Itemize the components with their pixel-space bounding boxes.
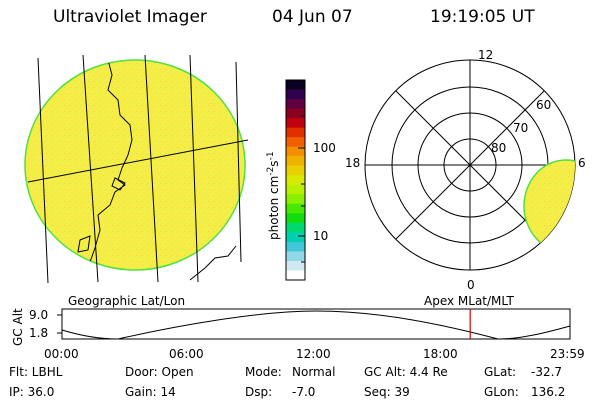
coastline-south	[77, 235, 91, 253]
colorbar-segment	[286, 175, 305, 186]
meridian-line	[144, 54, 159, 283]
mode-label: Mode:	[245, 365, 282, 379]
timeline-xtick-2359: 23:59	[550, 347, 585, 361]
colorbar-segment	[286, 108, 305, 119]
timeline-xtick-1800: 18:00	[423, 347, 458, 361]
filter-status: Flt: LBHL	[9, 365, 63, 379]
colorbar-segment	[286, 165, 305, 176]
colorbar-segment	[286, 118, 305, 129]
coastline-far	[189, 245, 237, 281]
colorbar-segment	[286, 241, 305, 252]
meridian-line	[82, 54, 99, 283]
ip-status: IP: 36.0	[9, 385, 55, 399]
instrument-title: Ultraviolet Imager	[53, 7, 207, 27]
mlt-label-18: 18	[345, 156, 361, 170]
colorbar-segment	[286, 146, 305, 157]
dsp-value: -7.0	[292, 385, 316, 399]
mlt-label-12: 12	[478, 48, 494, 62]
mlt-label-6: 6	[578, 156, 586, 170]
colorbar-segment	[286, 156, 305, 167]
dsp-label: Dsp:	[245, 385, 273, 399]
colorbar-segment	[286, 222, 305, 233]
colorbar-tick-100: 100	[313, 141, 336, 155]
seq-status: Seq: 39	[364, 385, 410, 399]
globe-panel-label: Geographic Lat/Lon	[68, 294, 186, 308]
lat-label-60: 60	[536, 98, 552, 112]
date-label: 04 Jun 07	[272, 7, 353, 27]
polar-panel-label: Apex MLat/MLT	[424, 294, 514, 308]
colorbar-tick-10: 10	[313, 229, 329, 243]
colorbar-segment	[286, 232, 305, 243]
coastline-island	[111, 177, 126, 191]
colorbar-segment	[286, 184, 305, 195]
latitude-line	[27, 139, 249, 183]
colorbar-segment	[286, 89, 305, 100]
colorbar-segment	[286, 213, 305, 224]
glon-value: 136.2	[531, 385, 566, 399]
coastline	[89, 60, 133, 263]
colorbar-segment	[286, 251, 305, 262]
gain-status: Gain: 14	[125, 385, 176, 399]
meridian-line	[37, 57, 49, 284]
timeline-ytick-9: 9.0	[29, 308, 49, 322]
colorbar-segment	[286, 194, 305, 205]
timeline-ytick-1-8: 1.8	[29, 326, 49, 340]
colorbar-segment	[286, 137, 305, 148]
altitude-curve	[61, 310, 571, 340]
meridian-line	[235, 61, 242, 263]
timeline-xtick-1200: 12:00	[296, 347, 331, 361]
colorbar-segment	[286, 99, 305, 110]
glat-value: -32.7	[531, 365, 563, 379]
colorbar-units-label: photon cm-2s-1	[266, 151, 281, 240]
glon-label: GLon:	[484, 385, 519, 399]
time-label: 19:19:05 UT	[430, 7, 535, 27]
colorbar	[285, 79, 306, 281]
timeline-xtick-0000: 00:00	[44, 347, 79, 361]
polar-aurora	[523, 159, 575, 253]
timeline-axis-title: GC Alt	[11, 308, 25, 346]
polar-grid	[364, 59, 576, 271]
altitude-timeline	[57, 308, 571, 340]
colorbar-segment	[286, 260, 305, 271]
mode-value: Normal	[292, 365, 336, 379]
door-status: Door: Open	[125, 365, 194, 379]
mlt-label-0: 0	[467, 278, 475, 292]
timeline-xtick-0600: 06:00	[169, 347, 204, 361]
colorbar-segment	[286, 270, 305, 281]
meridian-line	[189, 54, 199, 283]
colorbar-segment	[286, 127, 305, 138]
lat-label-80: 80	[491, 141, 507, 155]
globe-image	[24, 54, 249, 284]
gc-alt-status: GC Alt: 4.4 Re	[364, 365, 448, 379]
lat-label-70: 70	[513, 121, 529, 135]
glat-label: GLat:	[484, 365, 517, 379]
colorbar-segment	[286, 203, 305, 214]
colorbar-segment	[286, 80, 305, 91]
